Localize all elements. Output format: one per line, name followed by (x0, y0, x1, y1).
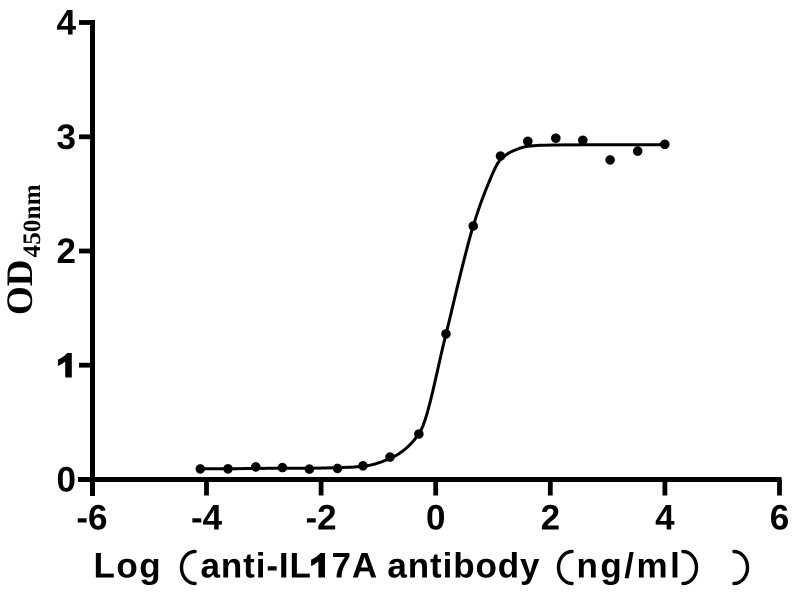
svg-text:-6: -6 (76, 499, 107, 538)
svg-text:4: 4 (57, 4, 77, 43)
svg-text:4: 4 (655, 499, 675, 538)
svg-text:2: 2 (541, 499, 560, 538)
svg-text:0: 0 (426, 499, 445, 538)
svg-text:-2: -2 (306, 499, 337, 538)
svg-text:3: 3 (57, 118, 76, 157)
svg-text:ng/ml: ng/ml (577, 547, 683, 586)
svg-text:6: 6 (770, 499, 789, 538)
svg-text:anti-IL: anti-IL (201, 547, 312, 586)
svg-text:2: 2 (57, 232, 76, 271)
svg-text:7A antibody: 7A antibody (332, 547, 541, 586)
svg-text:-4: -4 (191, 499, 223, 538)
svg-text:Log: Log (94, 547, 163, 586)
svg-text:0: 0 (57, 461, 76, 500)
